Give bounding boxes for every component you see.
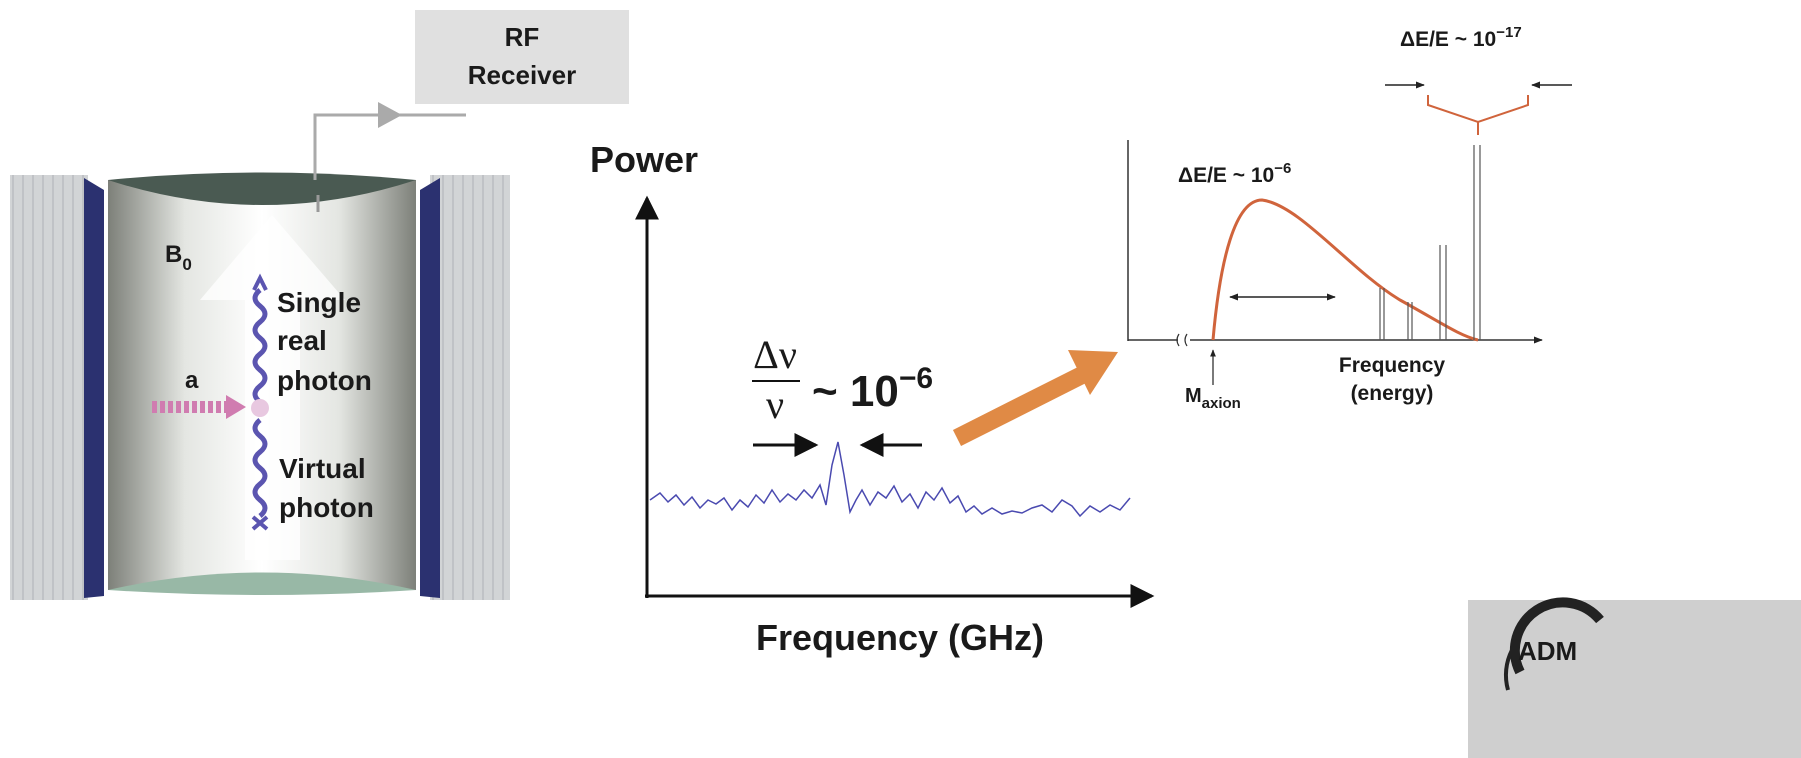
axion-arrowhead: [226, 395, 246, 419]
axion-label: a: [185, 367, 199, 394]
field-arrow: [200, 215, 345, 560]
width-denominator: ν: [766, 382, 784, 427]
x-axis-label: Frequency: [1339, 354, 1446, 377]
photon-label: Single: [277, 287, 361, 318]
axion-lineshape: [1211, 198, 1479, 342]
mass-label-main: M: [1185, 385, 1202, 407]
width-numerator: Δν: [753, 332, 797, 377]
receiver-box: [415, 10, 629, 104]
wide-width-value: ΔE/E ~ 10: [1178, 164, 1274, 187]
photon-label: Virtual: [279, 453, 366, 484]
energy-plot: ΔE/E ~ 10−17 ΔE/E ~ 10−6 Maxion Frequenc…: [1127, 24, 1572, 412]
field-label-sub: 0: [182, 255, 191, 274]
wide-width-label: ΔE/E ~ 10−6: [1178, 160, 1291, 187]
field-label-main: B: [165, 241, 182, 268]
x-axis-label: (energy): [1351, 382, 1434, 405]
photon-label: real: [277, 325, 327, 356]
spectral-lines: [1379, 145, 1481, 340]
field-label: B0: [165, 241, 192, 274]
magnet-wall: [10, 175, 88, 600]
noise-trace: [649, 441, 1131, 518]
zoom-arrowhead: [1068, 350, 1118, 395]
axis-break: [1176, 333, 1188, 347]
x-axis-label: Frequency (GHz): [756, 617, 1044, 658]
narrow-bracket: [1427, 95, 1529, 135]
cavity: B0 a Single real photon Virtual photon: [10, 172, 510, 600]
signal-line: [313, 113, 466, 180]
narrow-width-label: ΔE/E ~ 10−17: [1400, 24, 1522, 51]
interaction-vertex: [251, 399, 269, 417]
photon-label: photon: [279, 492, 374, 523]
magnet-wall: [430, 175, 510, 600]
logo-ring: [1504, 649, 1514, 691]
receiver-label: Receiver: [468, 60, 576, 90]
cavity-top: [108, 172, 416, 205]
cavity-bottom: [108, 572, 416, 595]
logo-ring: [1509, 597, 1604, 675]
width-value-main: ~ 10: [812, 367, 899, 416]
signal-arrowhead: [378, 102, 402, 128]
axis-break: [1178, 334, 1190, 346]
photon-label: photon: [277, 365, 372, 396]
logo-text: ADM: [1518, 636, 1577, 666]
narrow-width-value: ΔE/E ~ 10: [1400, 28, 1496, 51]
spectrum: Power Frequency (GHz) Δν ν ~ 10−6: [590, 139, 1155, 658]
wide-width-exponent: −6: [1274, 160, 1291, 177]
real-photon: [252, 288, 268, 404]
virtual-photon: [252, 418, 268, 518]
y-axis-label: Power: [590, 139, 698, 180]
vertex-cross: [251, 515, 269, 531]
zoom-arrow: [952, 366, 1087, 447]
narrow-width-exponent: −17: [1496, 24, 1521, 41]
magnet-coil: [84, 178, 104, 598]
width-exponent: −6: [899, 362, 933, 395]
receiver-label: RF: [505, 22, 540, 52]
width-value: ~ 10−6: [812, 362, 933, 416]
mass-label: Maxion: [1185, 385, 1241, 412]
magnet-coil: [420, 178, 440, 598]
logo: ADM: [1468, 597, 1801, 758]
mass-label-sub: axion: [1202, 395, 1241, 412]
photon-arrowhead: [252, 273, 268, 291]
